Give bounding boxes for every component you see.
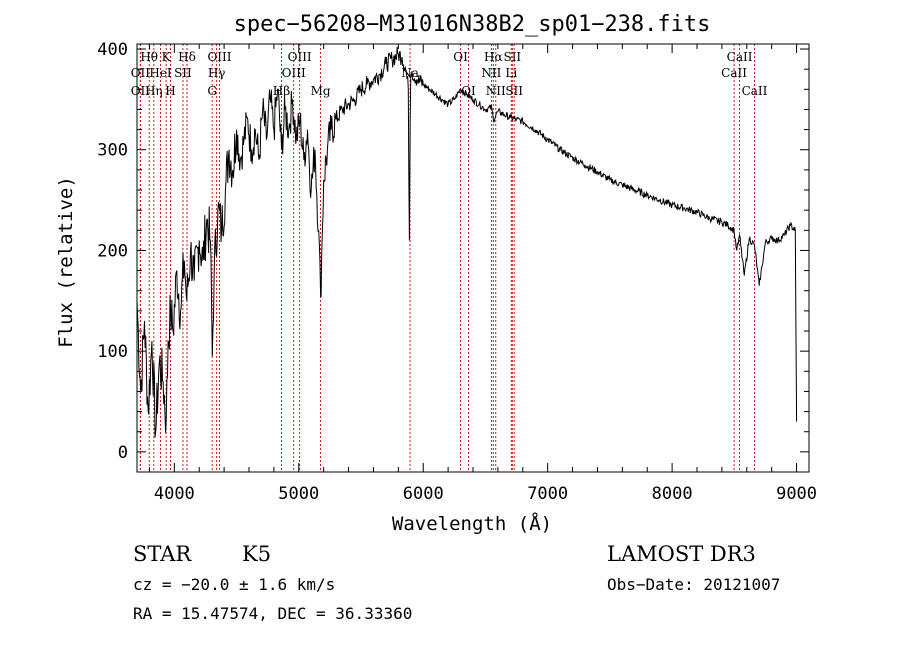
spectral-line-label: Hα [484,50,503,64]
chart-title: spec−56208−M31016N38B2_sp01−238.fits [234,12,711,37]
redshift-readout: cz = −20.0 ± 1.6 km/s [133,575,335,594]
obs-date: Obs−Date: 20121007 [607,575,780,594]
spectral-line-label: CaII [721,66,747,80]
spectral-line-label: Hδ [178,50,196,64]
x-tick-label: 5000 [278,484,319,504]
y-tick-label: 300 [97,141,128,161]
y-axis-ticks: 0 100 200 300 400 [97,40,809,463]
spectral-line-label: OIII [207,50,231,64]
spectral-line-label: OIII [288,50,312,64]
spectral-line-label: CaII [727,50,753,64]
spectral-line-label: Hγ [208,66,226,80]
spectral-line-label: Li [505,66,517,80]
x-tick-label: 6000 [403,484,444,504]
object-class: STAR [133,542,192,566]
x-axis-ticks: 4000 5000 6000 7000 8000 9000 [148,44,817,504]
spectral-line-label: HeI [149,66,172,80]
x-tick-label: 8000 [652,484,693,504]
y-tick-label: 400 [97,40,128,60]
spectral-line-label: G [207,84,217,98]
spectral-line-markers [139,44,755,472]
coordinates-readout: RA = 15.47574, DEC = 36.33360 [133,604,412,623]
survey-name: LAMOST DR3 [607,542,756,566]
spectrum-line [136,46,798,438]
spectral-line-label: K [162,50,172,64]
x-tick-label: 7000 [527,484,568,504]
object-subclass: K5 [242,542,271,566]
y-tick-label: 200 [97,241,128,261]
spectral-line-label: Hθ [140,50,158,64]
spectral-line-label: Hη [145,84,163,98]
y-tick-label: 0 [118,443,128,463]
spectral-line-label: SII [505,84,523,98]
y-axis-label: Flux (relative) [55,176,77,348]
spectral-line-label: Mg [311,84,331,98]
spectral-line-label: SII [503,50,521,64]
spectral-line-label: OI [453,50,468,64]
spectral-line-label: NII [481,66,501,80]
spectral-line-label: Hβ [273,84,290,98]
spectral-line-label: H [165,84,175,98]
spectral-line-label: OIII [282,66,306,80]
x-tick-label: 4000 [154,484,195,504]
y-tick-label: 100 [97,342,128,362]
x-axis-label: Wavelength (Å) [392,512,552,535]
spectral-line-label: OII [131,84,151,98]
x-tick-label: 9000 [776,484,817,504]
spectral-line-label: NII [486,84,506,98]
spectral-line-label: SII [174,66,192,80]
plot-frame [136,43,810,473]
spectral-line-label: OII [131,66,151,80]
spectral-line-label: CaII [742,84,768,98]
